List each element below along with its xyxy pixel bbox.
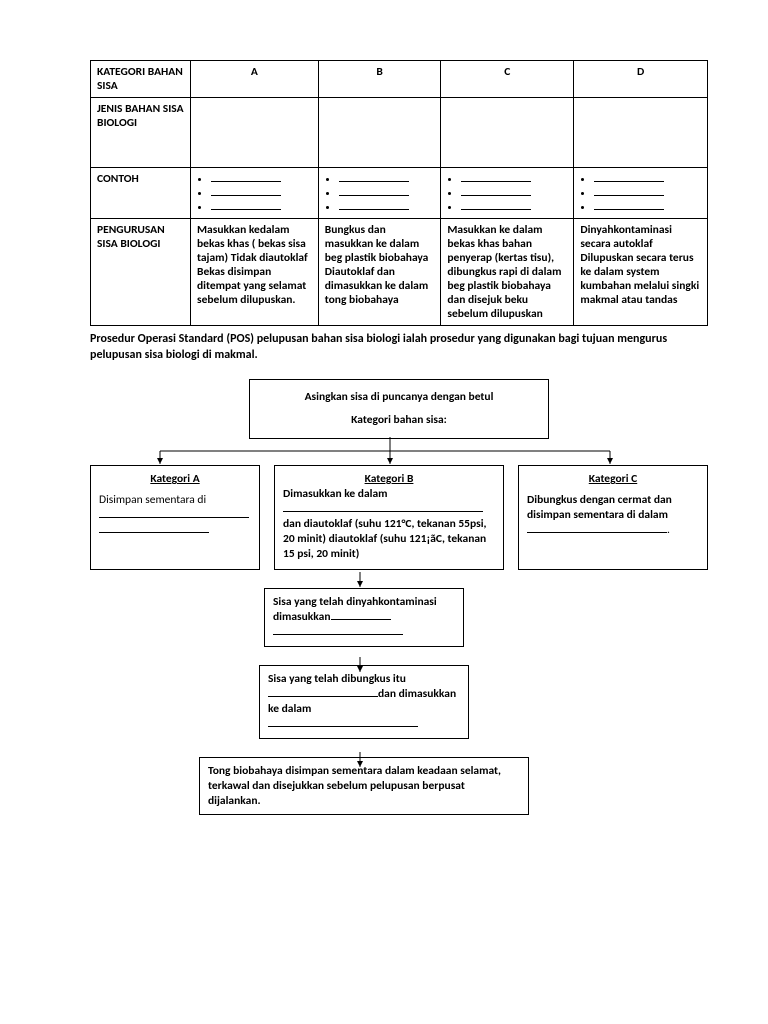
cell-jenis-c	[441, 98, 574, 168]
katB-body2: dan diautoklaf (suhu 121°C, tekanan 55ps…	[283, 517, 487, 561]
flow-top-line2: Kategori bahan sisa:	[260, 413, 538, 428]
cell-pengurusan-a: Masukkan kedalam bekas khas ( bekas sisa…	[191, 219, 319, 326]
flow-final: Tong biobahaya disimpan sementara dalam …	[199, 757, 529, 816]
header-b: B	[318, 61, 441, 98]
katB-body1: Dimasukkan ke dalam	[283, 487, 388, 501]
cell-jenis-d	[574, 98, 708, 168]
header-a: A	[191, 61, 319, 98]
katC-title: Kategori C	[589, 472, 637, 486]
cell-contoh-b	[318, 168, 441, 219]
flow-kategori-c: Kategori C Dibungkus dengan cermat dan d…	[518, 465, 708, 570]
flow-top-box: Asingkan sisa di puncanya dengan betul K…	[249, 379, 549, 439]
header-kategori: KATEGORI BAHAN SISA	[91, 61, 191, 98]
header-c: C	[441, 61, 574, 98]
cell-pengurusan-c: Masukkan ke dalam bekas khas bahan penye…	[441, 219, 574, 326]
waste-category-table: KATEGORI BAHAN SISA A B C D JENIS BAHAN …	[90, 60, 708, 326]
katB-title: Kategori B	[365, 472, 414, 486]
pos-caption: Prosedur Operasi Standard (POS) pelupusa…	[90, 332, 708, 363]
row-jenis: JENIS BAHAN SISA BIOLOGI	[91, 98, 708, 168]
katA-body: Disimpan sementara di	[99, 493, 206, 507]
flow-step-2: Sisa yang telah dibungkus itu dan dimasu…	[259, 665, 469, 739]
row-pengurusan: PENGURUSAN SISA BIOLOGI Masukkan kedalam…	[91, 219, 708, 326]
step2a-text: Sisa yang telah dibungkus itu	[268, 672, 406, 686]
final-text: Tong biobahaya disimpan sementara dalam …	[208, 764, 501, 808]
flowchart: Asingkan sisa di puncanya dengan betul K…	[90, 379, 708, 815]
label-jenis: JENIS BAHAN SISA BIOLOGI	[91, 98, 191, 168]
flow-kategori-a: Kategori A Disimpan sementara di	[90, 465, 260, 570]
label-pengurusan: PENGURUSAN SISA BIOLOGI	[91, 219, 191, 326]
katC-body: Dibungkus dengan cermat dan disimpan sem…	[527, 493, 672, 522]
cell-jenis-a	[191, 98, 319, 168]
katA-title: Kategori A	[150, 472, 199, 486]
cell-jenis-b	[318, 98, 441, 168]
flow-step-1: Sisa yang telah dinyahkontaminasi dimasu…	[264, 588, 464, 647]
cell-contoh-a	[191, 168, 319, 219]
cell-pengurusan-d: Dinyahkontaminasi secara autoklaf Dilupu…	[574, 219, 708, 326]
header-d: D	[574, 61, 708, 98]
cell-pengurusan-b: Bungkus dan masukkan ke dalam beg plasti…	[318, 219, 441, 326]
row-contoh: CONTOH	[91, 168, 708, 219]
cell-contoh-d	[574, 168, 708, 219]
flow-kategori-b: Kategori B Dimasukkan ke dalam dan diaut…	[274, 465, 504, 570]
table-header-row: KATEGORI BAHAN SISA A B C D	[91, 61, 708, 98]
cell-contoh-c	[441, 168, 574, 219]
label-contoh: CONTOH	[91, 168, 191, 219]
flow-top-line1: Asingkan sisa di puncanya dengan betul	[260, 390, 538, 405]
